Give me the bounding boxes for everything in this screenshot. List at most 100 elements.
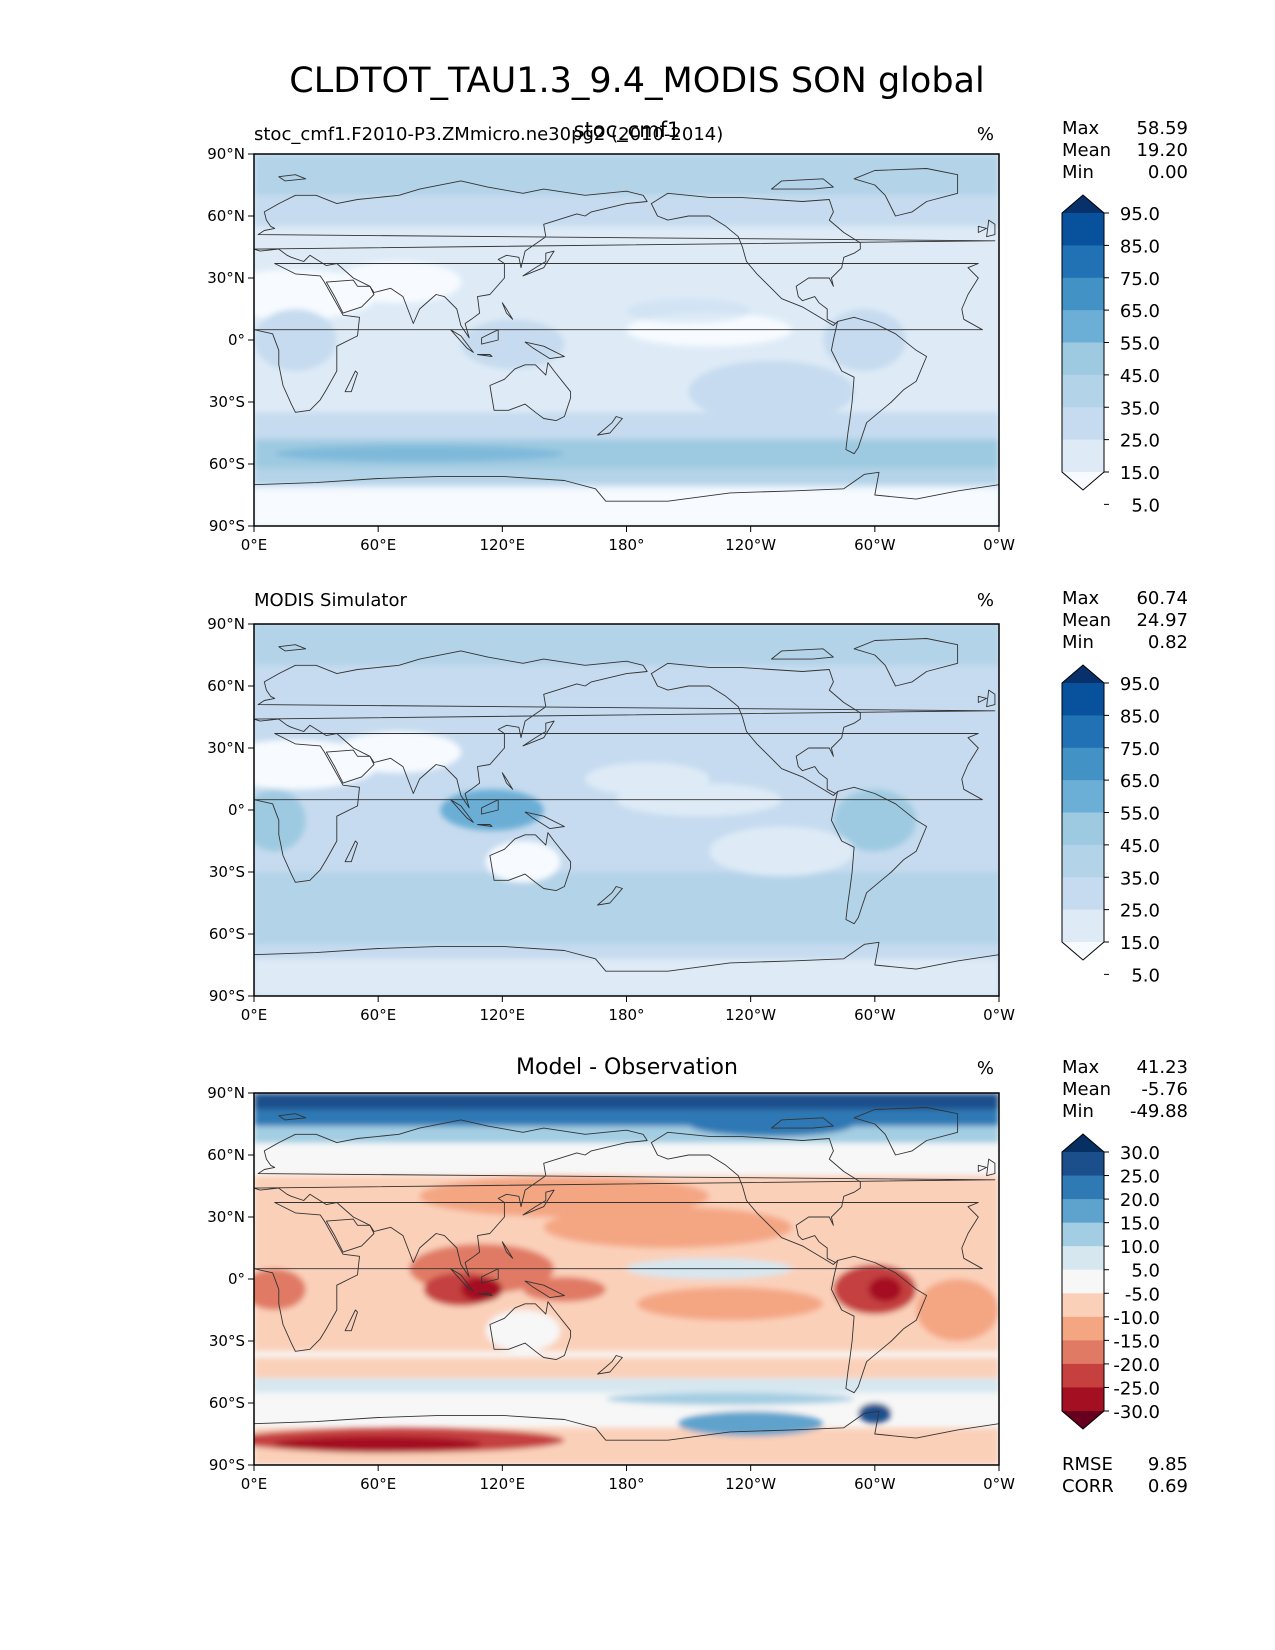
colorbar-tick-label: 5.0 [1131, 495, 1160, 516]
colorbar-tick-label: 25.0 [1120, 431, 1160, 452]
y-axis: 90°N 60°N 30°N 0° 30°S 60°S 90°S [207, 145, 254, 535]
colorbar-tick: 5.0 [1104, 495, 1160, 516]
x-tick: 120°W [725, 526, 776, 554]
colorbar-tick: 15.0 [1104, 933, 1160, 954]
x-tick-label: 120°W [725, 1006, 776, 1024]
stat-label: Max [1062, 118, 1100, 139]
y-tick: 0° [228, 331, 254, 349]
stat-value: 0.82 [1148, 632, 1188, 653]
colorbar-tick: 25.0 [1104, 431, 1160, 452]
colorbar-tick-label: 85.0 [1120, 236, 1160, 257]
colorbar-tick-label: 5.0 [1131, 965, 1160, 986]
x-tick-label: 60°W [854, 1475, 896, 1493]
coastlines [254, 168, 999, 526]
y-tick: 60°S [209, 455, 254, 473]
x-tick: 60°W [854, 1465, 896, 1493]
stat-row: Min 0.00 [1062, 162, 1188, 183]
colorbar: 30.0 25.0 20.0 15.0 10.0 5.0 -5.0 -10.0 … [1061, 1133, 1160, 1430]
coastlines [254, 638, 999, 996]
colorbar-tick-label: 35.0 [1120, 398, 1160, 419]
panel-left-label: MODIS Simulator [254, 590, 407, 611]
y-tick-label: 0° [228, 1270, 245, 1288]
x-tick-label: 0°W [983, 1475, 1015, 1493]
colorbar-tick-label: 65.0 [1120, 301, 1160, 322]
map-field [254, 154, 999, 526]
stats-block: Max 60.74 Mean 24.97 Min 0.82 [1062, 588, 1188, 653]
y-tick: 90°N [207, 1084, 254, 1102]
colorbar-tick: 20.0 [1104, 1190, 1160, 1211]
coastlines [254, 1107, 999, 1465]
x-tick: 0°W [983, 1465, 1015, 1493]
footer-value: 9.85 [1148, 1454, 1188, 1475]
x-tick-label: 0°E [241, 1475, 268, 1493]
y-tick: 90°S [209, 517, 254, 535]
x-tick: 120°W [725, 1465, 776, 1493]
panel-units: % [977, 124, 994, 145]
stat-value: -49.88 [1130, 1101, 1188, 1122]
x-axis: 0°E 60°E 120°E 180° 120°W 60°W 0°W [241, 526, 1015, 554]
x-tick-label: 120°E [480, 1475, 526, 1493]
y-tick-label: 90°S [209, 1456, 245, 1474]
y-tick: 90°S [209, 1456, 254, 1474]
colorbar-tick-label: 55.0 [1120, 334, 1160, 355]
x-tick-label: 60°W [854, 536, 896, 554]
x-tick: 60°E [360, 526, 396, 554]
colorbar-tick: -25.0 [1104, 1378, 1160, 1399]
x-axis: 0°E 60°E 120°E 180° 120°W 60°W 0°W [241, 1465, 1015, 1493]
y-tick-label: 90°N [207, 615, 245, 633]
colorbar-tick: 45.0 [1104, 366, 1160, 387]
colorbar-tick: 85.0 [1104, 236, 1160, 257]
colorbar-tick-label: 75.0 [1120, 739, 1160, 760]
x-tick: 180° [608, 1465, 645, 1493]
stats-block: Max 41.23 Mean -5.76 Min -49.88 [1062, 1057, 1188, 1122]
y-tick-label: 90°S [209, 987, 245, 1005]
stat-row: Mean 19.20 [1062, 140, 1188, 161]
x-tick: 180° [608, 526, 645, 554]
colorbar-tick-label: 75.0 [1120, 269, 1160, 290]
panel-left-label: stoc_cmf1.F2010-P3.ZMmicro.ne30pg2 (2010… [254, 124, 723, 145]
panel-units: % [977, 1058, 994, 1079]
x-tick-label: 60°E [360, 1475, 396, 1493]
colorbar-tick-label: 20.0 [1120, 1190, 1160, 1211]
x-tick: 0°W [983, 996, 1015, 1024]
colorbar-tick: 10.0 [1104, 1237, 1160, 1258]
x-tick: 60°E [360, 996, 396, 1024]
x-tick-label: 0°E [241, 536, 268, 554]
x-tick: 60°W [854, 996, 896, 1024]
y-tick: 90°S [209, 987, 254, 1005]
y-tick-label: 90°N [207, 145, 245, 163]
y-tick: 30°N [207, 739, 254, 757]
colorbar-tick: 45.0 [1104, 836, 1160, 857]
map-field [254, 624, 999, 996]
colorbar-tick-label: 95.0 [1120, 674, 1160, 695]
colorbar-tick-label: 15.0 [1120, 933, 1160, 954]
panel-middle: MODIS Simulator % 0°E 60°E 120°E 180° 12… [207, 588, 1188, 1024]
x-tick: 120°E [480, 996, 525, 1024]
x-tick-label: 60°W [854, 1006, 896, 1024]
colorbar-tick-label: 35.0 [1120, 868, 1160, 889]
stat-value: 60.74 [1136, 588, 1188, 609]
colorbar-tick-label: -15.0 [1113, 1331, 1160, 1352]
y-tick: 60°S [209, 1394, 254, 1412]
x-tick: 0°E [241, 996, 268, 1024]
y-tick-label: 30°N [207, 1208, 245, 1226]
footer-stats: RMSE 9.85 CORR 0.69 [1062, 1454, 1188, 1497]
stat-row: Min -49.88 [1062, 1101, 1188, 1122]
stat-label: Min [1062, 1101, 1094, 1122]
y-tick: 30°S [209, 863, 254, 881]
y-tick: 60°N [207, 207, 254, 225]
y-tick-label: 60°N [207, 1146, 245, 1164]
colorbar-tick-label: 95.0 [1120, 204, 1160, 225]
y-tick-label: 0° [228, 331, 245, 349]
panel-units: % [977, 590, 994, 611]
stat-value: 19.20 [1136, 140, 1188, 161]
y-tick: 90°N [207, 145, 254, 163]
colorbar-tick: 55.0 [1104, 804, 1160, 825]
x-tick-label: 0°W [983, 536, 1015, 554]
footer-row: RMSE 9.85 [1062, 1454, 1188, 1475]
x-tick-label: 0°E [241, 1006, 268, 1024]
y-tick: 60°N [207, 677, 254, 695]
colorbar-tick-label: 5.0 [1131, 1261, 1160, 1282]
colorbar-tick: 95.0 [1104, 204, 1160, 225]
y-tick-label: 60°N [207, 677, 245, 695]
